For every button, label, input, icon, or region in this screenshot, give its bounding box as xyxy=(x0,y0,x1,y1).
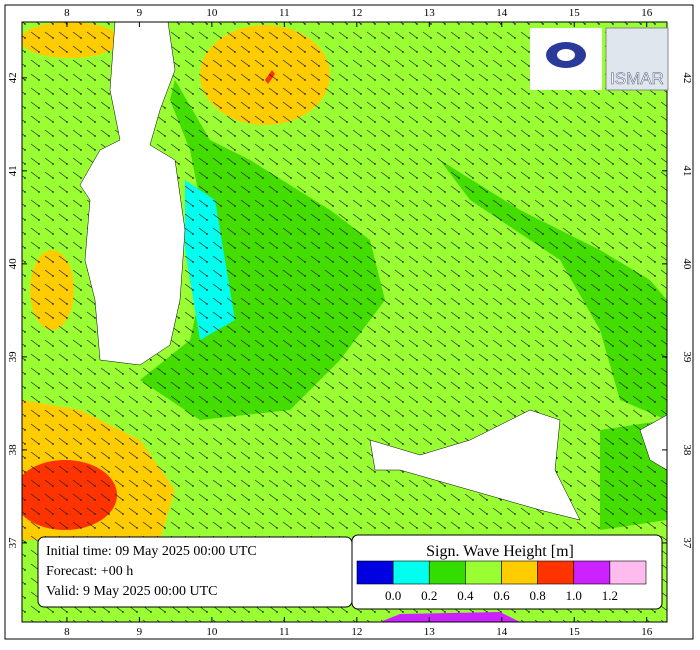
colorbar-swatch xyxy=(428,560,466,585)
colorbar-label: 1.0 xyxy=(566,588,582,603)
x-tick-label: 10 xyxy=(206,626,218,638)
x-tick-label: 8 xyxy=(64,7,70,19)
logo-text: ISMAR xyxy=(610,69,664,88)
colorbar-swatch xyxy=(392,560,430,585)
colorbar-label: 0.6 xyxy=(493,588,510,603)
x-tick-label: 16 xyxy=(641,7,653,19)
y-tick-label: 37 xyxy=(681,537,693,549)
map-field xyxy=(22,22,667,622)
y-tick-label: 42 xyxy=(7,72,19,83)
colorbar-label: 0.2 xyxy=(421,588,437,603)
axes: 8 8 9 9 10 10 11 11 12 12 13 13 14 14 15 15 16 16 37 37 38 38… xyxy=(7,7,693,638)
land-sardinia-corsica xyxy=(79,22,186,366)
y-tick-label: 42 xyxy=(681,72,693,83)
info-line: Valid: 9 May 2025 00:00 UTC xyxy=(46,584,218,599)
x-tick-label: 15 xyxy=(569,7,581,19)
colorbar-swatch xyxy=(501,560,538,585)
legend-title: Sign. Wave Height [m] xyxy=(426,543,574,560)
logo-mark xyxy=(557,49,575,61)
x-tick-label: 16 xyxy=(641,626,653,638)
x-tick-label: 13 xyxy=(424,626,436,638)
y-tick-label: 38 xyxy=(681,444,693,456)
x-tick-label: 14 xyxy=(496,7,508,19)
x-tick-label: 14 xyxy=(496,626,508,638)
colorbar-swatch xyxy=(465,560,502,585)
wave-patch xyxy=(380,612,520,622)
map-frame xyxy=(21,21,668,623)
x-tick-label: 9 xyxy=(137,7,143,19)
info-line: Forecast: +00 h xyxy=(46,564,133,579)
colorbar-swatch xyxy=(609,560,647,585)
x-tick-label: 9 xyxy=(137,626,143,638)
y-tick-label: 40 xyxy=(681,258,693,270)
land-sicily xyxy=(369,409,581,521)
x-tick-label: 12 xyxy=(351,7,362,19)
x-tick-label: 10 xyxy=(206,7,218,19)
logo-ismar xyxy=(605,27,669,91)
y-tick-label: 41 xyxy=(7,165,19,176)
colorbar-label: 0.0 xyxy=(385,588,401,603)
x-tick-label: 11 xyxy=(279,7,290,19)
y-tick-label: 37 xyxy=(7,537,19,549)
colorbar-label: 1.2 xyxy=(602,588,618,603)
x-tick-label: 11 xyxy=(279,626,290,638)
colorbar: 0.0 0.2 0.4 0.6 0.8 1.0 1.2 xyxy=(356,560,647,603)
y-tick-label: 39 xyxy=(7,351,19,363)
colorbar-swatch xyxy=(573,560,611,585)
x-tick-label: 12 xyxy=(351,626,362,638)
colorbar-label: 0.8 xyxy=(530,588,546,603)
colorbar-swatch xyxy=(356,560,394,585)
outer-frame xyxy=(4,4,694,640)
x-tick-label: 13 xyxy=(424,7,436,19)
y-tick-label: 38 xyxy=(7,444,19,456)
land-calabria xyxy=(639,414,667,471)
logos: ISMAR xyxy=(530,27,669,91)
colorbar-label: 0.4 xyxy=(457,588,474,603)
x-tick-label: 8 xyxy=(64,626,70,638)
x-tick-label: 15 xyxy=(569,626,581,638)
y-tick-label: 39 xyxy=(681,351,693,363)
colorbar-swatch xyxy=(537,560,575,585)
y-tick-label: 41 xyxy=(681,165,693,176)
y-tick-label: 40 xyxy=(7,258,19,270)
info-line: Initial time: 09 May 2025 00:00 UTC xyxy=(46,544,257,559)
